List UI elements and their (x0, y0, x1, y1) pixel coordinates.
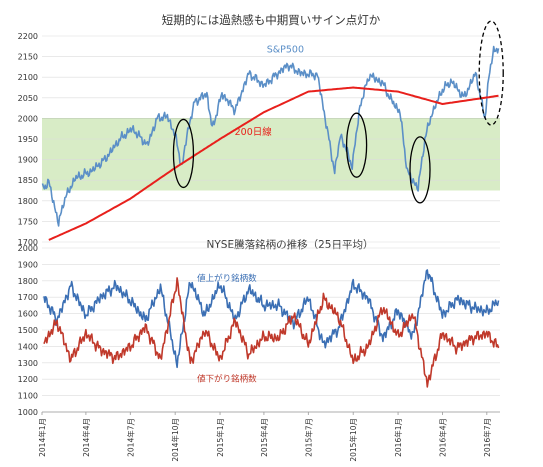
y-tick-label-top: 1800 (18, 197, 38, 206)
y-tick-label-bottom: 1800 (18, 277, 38, 286)
x-tick-label: 2015年10月 (348, 418, 358, 462)
y-tick-label-bottom: 2000 (18, 244, 38, 253)
y-tick-label-bottom: 1500 (18, 326, 38, 335)
x-tick-label: 2014年10月 (170, 418, 180, 462)
y-tick-label-top: 2000 (18, 114, 38, 123)
y-tick-label-bottom: 1100 (18, 392, 38, 401)
chart-title-nyse: NYSE騰落銘柄の推移（25日平均） (207, 238, 374, 251)
highlight-ellipse-3 (409, 136, 431, 204)
annotation-top-1: S&P500 (267, 44, 304, 55)
x-tick-label: 2015年7月 (303, 418, 313, 457)
highlight-ellipse-4 (478, 20, 504, 126)
annotation-bottom-1: 値上がり銘柄数 (197, 273, 257, 284)
series-line-sp500 (41, 45, 500, 227)
highlight-ellipses (172, 20, 504, 204)
y-tick-label-top: 1850 (18, 176, 38, 185)
series-line-decliners (43, 277, 500, 388)
x-tick-label: 2015年4月 (259, 418, 269, 457)
y-tick-label-bottom: 1300 (18, 359, 38, 368)
y-tick-label-bottom: 1200 (18, 375, 38, 384)
y-tick-label-top: 1900 (18, 156, 38, 165)
y-tick-label-top: 1700 (18, 238, 38, 247)
chart-title-sp500: 短期的には過熱感も中期買いサイン点灯か (162, 13, 381, 27)
series-line-ma200 (48, 86, 499, 241)
y-tick-label-top: 1950 (18, 135, 38, 144)
y-tick-label-top: 2050 (18, 94, 38, 103)
series-lines (41, 45, 500, 388)
annotation-top-2: 200日線 (235, 126, 273, 138)
y-tick-label-top: 2100 (18, 73, 38, 82)
tick-labels: 1700 1750 1800 1850 1900 1950 2000 2050 2100 2150… (18, 32, 492, 462)
y-tick-label-bottom: 1000 (18, 408, 38, 417)
gridlines (41, 35, 500, 415)
x-tick-label: 2016年1月 (393, 418, 403, 457)
y-tick-label-bottom: 1900 (18, 260, 38, 269)
annotation-bottom-2: 値下がり銘柄数 (197, 374, 257, 385)
x-tick-label: 2016年4月 (437, 418, 447, 457)
y-tick-label-top: 2150 (18, 53, 38, 62)
highlight-ellipse-2 (345, 112, 368, 178)
y-tick-label-bottom: 1400 (18, 342, 38, 351)
x-tick-label: 2015年1月 (215, 418, 225, 457)
x-tick-label: 2014年4月 (81, 418, 91, 457)
x-tick-label: 2016年7月 (482, 418, 492, 457)
series-line-advancers (43, 269, 500, 369)
highlight-ellipse-1 (172, 118, 195, 189)
x-tick-label: 2014年1月 (37, 418, 47, 457)
x-tick-label: 2014年7月 (125, 418, 135, 457)
y-tick-label-bottom: 1700 (18, 293, 38, 302)
y-tick-label-top: 1750 (18, 217, 38, 226)
y-tick-label-bottom: 1600 (18, 310, 38, 319)
y-tick-label-top: 2200 (18, 32, 38, 41)
